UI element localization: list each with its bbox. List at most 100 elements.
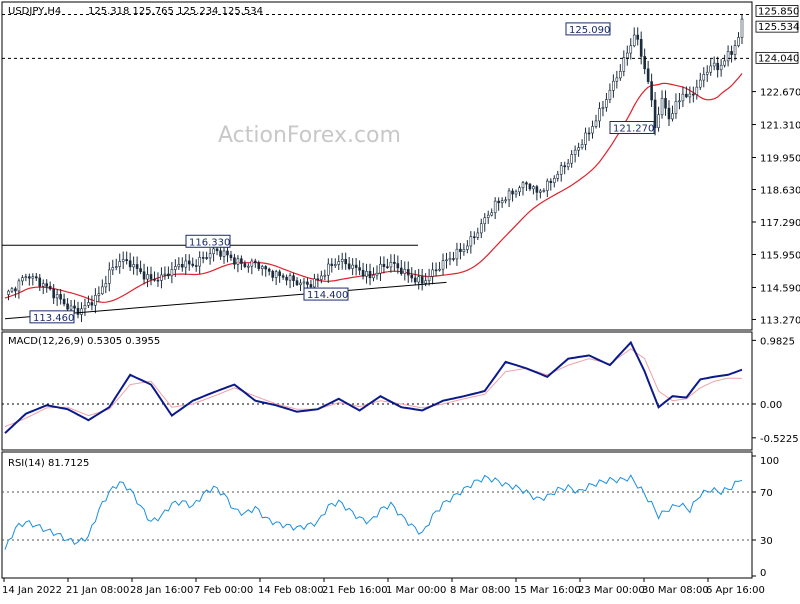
- price-label: 116.330: [189, 237, 230, 248]
- candle-body: [48, 285, 52, 290]
- candle-body: [323, 274, 327, 277]
- candle-body: [201, 257, 205, 259]
- candle-body: [299, 282, 302, 286]
- candle-body: [97, 293, 101, 296]
- candle-body: [650, 81, 653, 101]
- candle-body: [302, 281, 306, 284]
- candle-body: [219, 250, 222, 257]
- candle-body: [552, 178, 556, 183]
- candle-body: [612, 80, 615, 91]
- candle-body: [174, 266, 177, 270]
- support-trendline: [4, 281, 447, 320]
- candle-body: [233, 257, 236, 265]
- candle-body: [667, 107, 671, 120]
- candle-body: [504, 199, 507, 202]
- x-tick-label: 15 Mar 16:00: [514, 585, 581, 596]
- candle-body: [45, 283, 49, 287]
- candle-body: [389, 261, 393, 268]
- candle-body: [466, 245, 469, 250]
- candle-body: [605, 99, 608, 108]
- candle-body: [278, 271, 281, 277]
- candle-body: [674, 100, 678, 114]
- candle-body: [368, 271, 372, 279]
- candle-body: [584, 132, 587, 145]
- price-tick-label: 115.950: [760, 250, 800, 261]
- candle-body: [636, 34, 640, 40]
- candle-body: [532, 186, 535, 190]
- candle-body: [358, 267, 361, 271]
- x-tick-label: 1 Mar 00:00: [386, 585, 446, 596]
- candle-body: [514, 191, 518, 195]
- candle-body: [187, 260, 191, 265]
- candle-body: [698, 79, 702, 88]
- candle-body: [695, 86, 699, 95]
- candle-body: [671, 113, 674, 120]
- candle-body: [90, 302, 94, 306]
- candle-body: [337, 261, 341, 265]
- candle-body: [295, 280, 299, 286]
- candle-body: [598, 108, 601, 122]
- candle-body: [473, 236, 476, 239]
- candle-body: [229, 254, 233, 259]
- candle-body: [455, 248, 459, 260]
- candle-body: [413, 277, 417, 283]
- price-tag-label: 124.040: [758, 53, 799, 64]
- candle-body: [41, 283, 45, 287]
- price-tag-box: [755, 20, 799, 33]
- candle-body: [198, 257, 201, 267]
- candle-body: [333, 264, 337, 266]
- candle-body: [594, 120, 598, 127]
- candle-body: [372, 274, 375, 279]
- price-tag-box: [755, 51, 799, 64]
- candle-body: [424, 280, 427, 284]
- candle-body: [52, 288, 55, 299]
- candle-body: [309, 284, 313, 288]
- candle-body: [21, 277, 24, 282]
- candle-body: [163, 273, 167, 276]
- candle-body: [664, 98, 667, 109]
- candle-body: [226, 250, 229, 256]
- candle-body: [375, 272, 379, 276]
- candle-body: [653, 99, 657, 128]
- candle-body: [114, 266, 118, 268]
- macd-line: [4, 340, 743, 434]
- candle-body: [521, 182, 525, 189]
- candle-body: [448, 258, 452, 261]
- price-tick-label: 117.290: [760, 218, 800, 229]
- candle-body: [107, 269, 111, 284]
- candle-body: [320, 275, 323, 280]
- candle-body: [479, 223, 483, 234]
- candle-body: [702, 74, 706, 81]
- candle-body: [497, 200, 500, 204]
- candle-body: [622, 57, 626, 72]
- candle-body: [215, 248, 219, 252]
- candle-body: [396, 263, 400, 269]
- candle-body: [678, 100, 681, 103]
- candle-body: [17, 280, 21, 292]
- candle-body: [128, 260, 132, 268]
- candle-body: [180, 264, 184, 268]
- candle-body: [657, 114, 660, 128]
- candle-body: [160, 274, 163, 281]
- candle-body: [490, 212, 493, 216]
- rsi-tick-label: 70: [760, 488, 773, 499]
- candle-body: [438, 268, 441, 271]
- x-axis: 14 Jan 2022 21 Jan 08:00 28 Jan 16:00 7 Feb…: [2, 578, 765, 596]
- candle-body: [587, 132, 591, 135]
- price-label: 125.090: [569, 25, 610, 36]
- price-label: 121.270: [613, 124, 654, 135]
- candle-body: [354, 264, 358, 268]
- candle-body: [591, 126, 594, 134]
- price-tick-label: 121.310: [760, 121, 800, 132]
- candle-body: [76, 307, 80, 315]
- macd-tick-label: 0.9825: [760, 336, 795, 347]
- price-tick-label: 114.590: [760, 283, 800, 294]
- candle-body: [535, 186, 539, 193]
- candle-body: [55, 294, 59, 299]
- rsi-tick-label: 30: [760, 536, 773, 547]
- candle-body: [87, 302, 90, 306]
- candle-body: [156, 279, 160, 282]
- candle-body: [222, 250, 226, 257]
